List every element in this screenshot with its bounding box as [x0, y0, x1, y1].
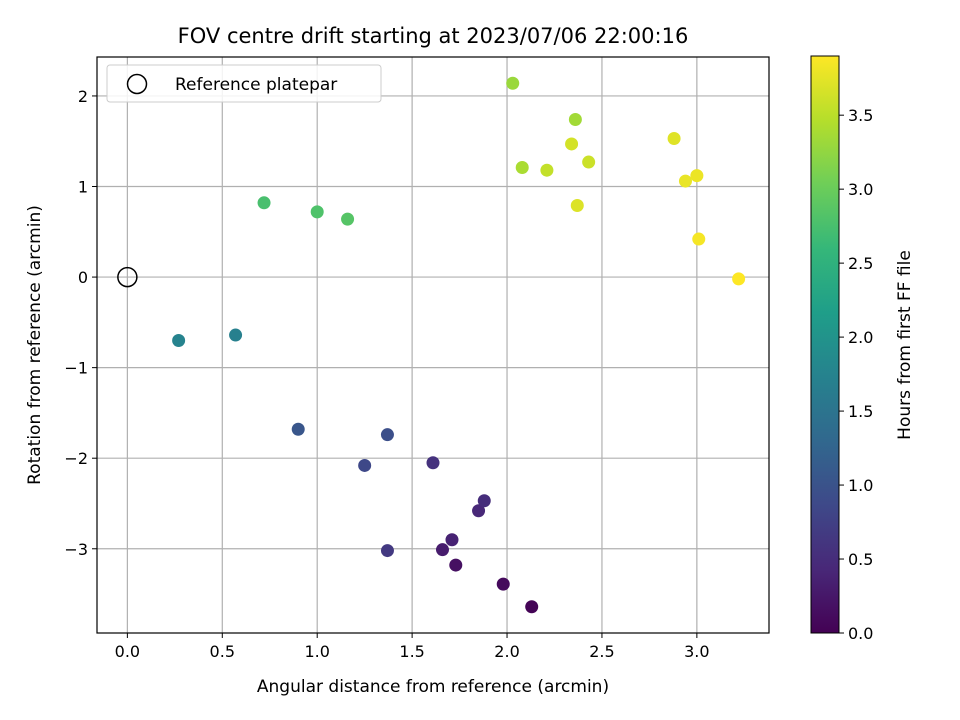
data-point — [582, 155, 596, 169]
colorbar — [810, 55, 840, 634]
y-tick-label: 1 — [78, 178, 88, 197]
chart-title: FOV centre drift starting at 2023/07/06 … — [178, 24, 689, 48]
data-point — [172, 333, 186, 347]
grid-lines — [97, 57, 769, 633]
data-point — [380, 428, 394, 442]
data-point — [690, 169, 704, 183]
colorbar-tick-label: 2.5 — [848, 254, 873, 273]
colorbar-tick-label: 2.0 — [848, 328, 873, 347]
x-tick-label: 2.5 — [589, 642, 614, 661]
data-point — [667, 132, 681, 146]
data-point — [570, 199, 584, 213]
plot-area-frame — [96, 56, 770, 634]
y-tick-label: −2 — [64, 449, 88, 468]
colorbar-ticks: 0.0 0.5 1.0 1.5 2.0 2.5 3.0 3.5 — [839, 106, 873, 643]
x-tick-label: 0.5 — [210, 642, 235, 661]
data-point — [732, 272, 746, 286]
data-point — [540, 163, 554, 177]
data-point — [341, 212, 355, 226]
x-axis-ticks: 0.0 0.5 1.0 1.5 2.0 2.5 3.0 — [115, 633, 710, 661]
data-point — [477, 494, 491, 508]
data-point — [472, 504, 486, 518]
colorbar-tick-label: 3.5 — [848, 106, 873, 125]
x-axis-label: Angular distance from reference (arcmin) — [257, 677, 609, 697]
data-point — [291, 422, 305, 436]
reference-platepar-marker — [117, 266, 138, 288]
y-tick-label: −3 — [64, 540, 88, 559]
data-point — [568, 112, 582, 126]
data-point — [506, 76, 520, 90]
data-point — [435, 543, 449, 557]
legend-marker-reference — [126, 73, 148, 95]
x-tick-label: 0.0 — [115, 642, 140, 661]
x-tick-label: 1.0 — [304, 642, 329, 661]
y-tick-label: 2 — [78, 87, 88, 106]
data-point — [310, 205, 324, 219]
data-point — [525, 600, 539, 614]
colorbar-tick-label: 0.0 — [848, 624, 873, 643]
data-point — [380, 544, 394, 558]
data-point — [445, 533, 459, 547]
data-point — [426, 456, 440, 470]
y-tick-label: −1 — [64, 359, 88, 378]
x-tick-label: 2.0 — [494, 642, 519, 661]
data-point — [358, 458, 372, 472]
colorbar-tick-label: 3.0 — [848, 180, 873, 199]
data-point — [257, 196, 271, 210]
data-point — [678, 174, 692, 188]
x-tick-label: 1.5 — [399, 642, 424, 661]
colorbar-label: Hours from first FF file — [895, 250, 915, 440]
data-point — [515, 160, 529, 174]
x-tick-label: 3.0 — [684, 642, 709, 661]
y-tick-label: 0 — [78, 268, 88, 287]
legend-box — [106, 64, 382, 103]
data-points — [172, 76, 746, 614]
data-point — [449, 558, 463, 572]
colorbar-tick-label: 1.5 — [848, 402, 873, 421]
legend: Reference platepar — [106, 64, 382, 103]
data-point — [692, 232, 706, 246]
reference-marker — [117, 266, 138, 288]
y-axis-label: Rotation from reference (arcmin) — [25, 205, 45, 485]
y-axis-ticks: −3 −2 −1 0 1 2 — [64, 87, 97, 559]
colorbar-tick-label: 0.5 — [848, 550, 873, 569]
legend-entry-reference: Reference platepar — [175, 75, 337, 95]
data-point — [565, 137, 579, 151]
data-point — [229, 328, 243, 342]
data-point — [496, 577, 510, 591]
colorbar-tick-label: 1.0 — [848, 476, 873, 495]
